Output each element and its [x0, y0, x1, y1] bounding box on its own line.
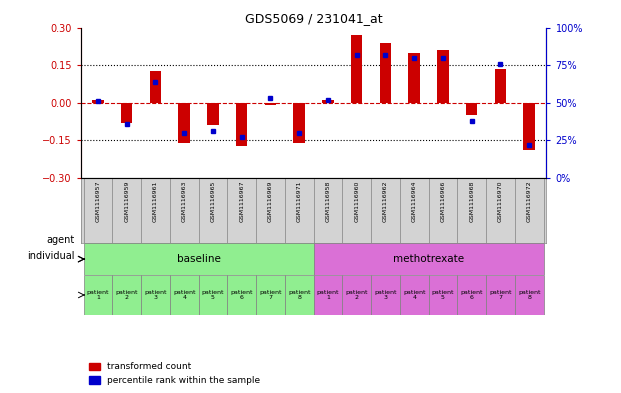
Title: GDS5069 / 231041_at: GDS5069 / 231041_at: [245, 12, 383, 25]
Text: GSM1116957: GSM1116957: [96, 181, 101, 222]
Text: GSM1116962: GSM1116962: [383, 181, 388, 222]
Bar: [285, 275, 314, 314]
Bar: [256, 275, 285, 314]
Text: patient
2: patient 2: [345, 290, 368, 300]
Text: GSM1116969: GSM1116969: [268, 181, 273, 222]
Text: GSM1116966: GSM1116966: [440, 181, 445, 222]
Text: GSM1116963: GSM1116963: [182, 181, 187, 222]
Text: patient
4: patient 4: [173, 290, 196, 300]
Text: patient
8: patient 8: [518, 290, 540, 300]
Bar: [457, 275, 486, 314]
Text: patient
3: patient 3: [374, 290, 397, 300]
Text: patient
5: patient 5: [432, 290, 454, 300]
Bar: [112, 275, 141, 314]
Bar: [150, 71, 161, 103]
Text: patient
2: patient 2: [116, 290, 138, 300]
Text: GSM1116958: GSM1116958: [325, 181, 330, 222]
Bar: [314, 243, 543, 275]
Text: patient
1: patient 1: [87, 290, 109, 300]
Text: GSM1116970: GSM1116970: [498, 181, 503, 222]
Text: methotrexate: methotrexate: [393, 254, 464, 264]
Bar: [428, 275, 457, 314]
Bar: [207, 103, 219, 125]
Bar: [400, 275, 428, 314]
Text: GSM1116971: GSM1116971: [297, 181, 302, 222]
Bar: [84, 275, 112, 314]
Text: patient
7: patient 7: [259, 290, 282, 300]
Text: patient
3: patient 3: [144, 290, 166, 300]
Bar: [265, 103, 276, 105]
Text: baseline: baseline: [176, 254, 220, 264]
Bar: [495, 69, 506, 103]
Bar: [409, 53, 420, 103]
Bar: [84, 243, 314, 275]
Text: patient
4: patient 4: [403, 290, 425, 300]
Bar: [515, 275, 543, 314]
Text: patient
5: patient 5: [202, 290, 224, 300]
Text: GSM1116961: GSM1116961: [153, 181, 158, 222]
Text: GSM1116964: GSM1116964: [412, 181, 417, 222]
Text: patient
8: patient 8: [288, 290, 310, 300]
Text: GSM1116960: GSM1116960: [354, 181, 359, 222]
Text: patient
7: patient 7: [489, 290, 512, 300]
Bar: [294, 103, 305, 143]
Bar: [121, 103, 132, 123]
Bar: [199, 275, 227, 314]
Text: GSM1116959: GSM1116959: [124, 181, 129, 222]
Text: patient
6: patient 6: [461, 290, 483, 300]
Legend: transformed count, percentile rank within the sample: transformed count, percentile rank withi…: [85, 359, 264, 389]
Bar: [437, 50, 449, 103]
Bar: [486, 275, 515, 314]
Text: GSM1116967: GSM1116967: [239, 181, 244, 222]
Bar: [371, 275, 400, 314]
Text: GSM1116965: GSM1116965: [211, 181, 215, 222]
Bar: [93, 100, 104, 103]
Bar: [141, 275, 170, 314]
Bar: [342, 275, 371, 314]
Bar: [236, 103, 248, 146]
Text: patient
6: patient 6: [230, 290, 253, 300]
Bar: [466, 103, 478, 115]
Bar: [322, 100, 333, 103]
Text: GSM1116968: GSM1116968: [469, 181, 474, 222]
Text: individual: individual: [27, 251, 75, 261]
Bar: [351, 35, 363, 103]
Bar: [524, 103, 535, 150]
Bar: [170, 275, 199, 314]
Text: agent: agent: [47, 235, 75, 244]
Bar: [178, 103, 190, 143]
Bar: [227, 275, 256, 314]
Bar: [314, 275, 342, 314]
Bar: [379, 42, 391, 103]
Text: patient
1: patient 1: [317, 290, 339, 300]
Text: GSM1116972: GSM1116972: [527, 181, 532, 222]
